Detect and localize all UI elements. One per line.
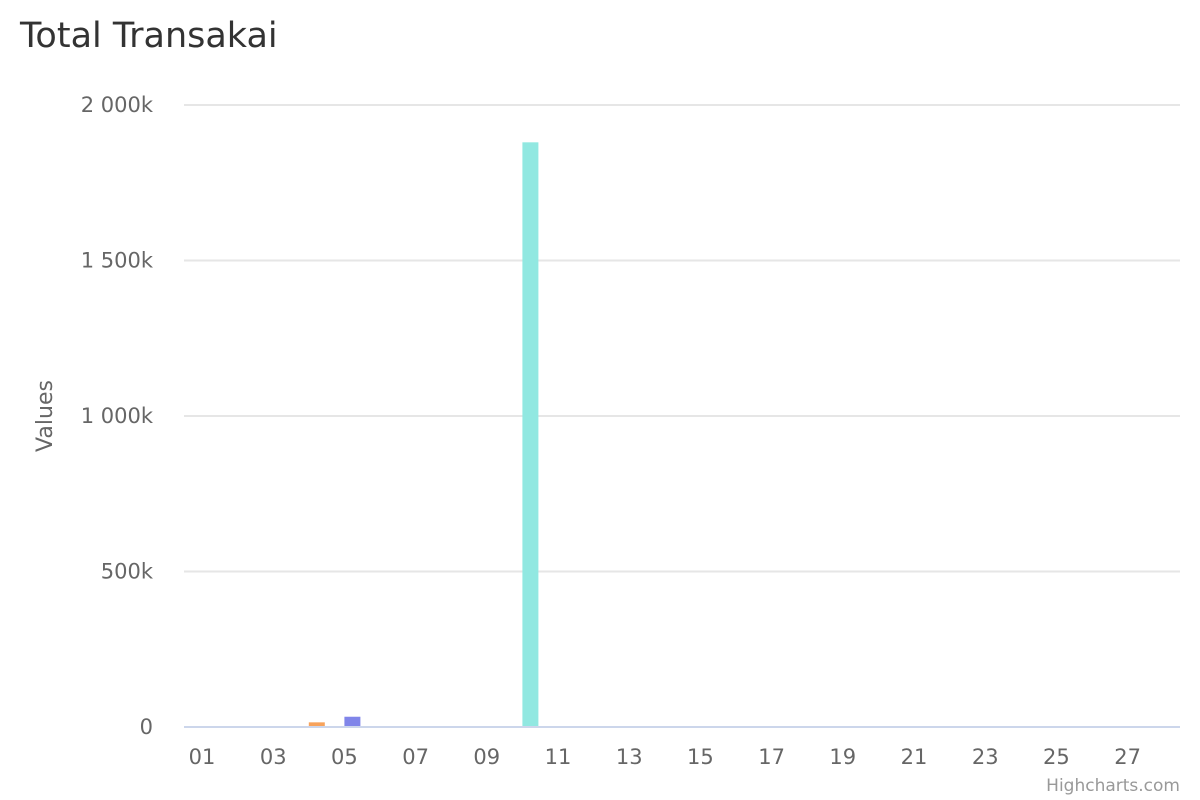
credits-link[interactable]: Highcharts.com xyxy=(1046,776,1180,796)
x-tick-label: 05 xyxy=(331,745,358,769)
x-tick-label: 19 xyxy=(829,745,856,769)
bar-05[interactable] xyxy=(344,716,361,727)
x-tick-label: 13 xyxy=(616,745,643,769)
x-tick-label: 17 xyxy=(758,745,785,769)
y-tick-label: 0 xyxy=(140,715,153,739)
gridlines xyxy=(184,104,1180,573)
bar-10[interactable] xyxy=(522,142,539,727)
y-axis-label: Values xyxy=(33,380,58,452)
y-tick-label: 2 000k xyxy=(81,93,154,117)
x-tick-label: 23 xyxy=(972,745,999,769)
y-tick-label: 1 500k xyxy=(81,249,154,273)
x-tick-label: 21 xyxy=(901,745,928,769)
x-tick-label: 27 xyxy=(1114,745,1141,769)
chart-title: Total Transakai xyxy=(19,16,278,56)
y-tick-label: 1 000k xyxy=(81,404,154,428)
x-tick-label: 15 xyxy=(687,745,714,769)
x-tick-label: 03 xyxy=(260,745,287,769)
bars xyxy=(308,142,539,727)
y-tick-label: 500k xyxy=(101,560,154,584)
x-tick-label: 11 xyxy=(545,745,572,769)
x-tick-label: 07 xyxy=(402,745,429,769)
x-tick-label: 09 xyxy=(473,745,500,769)
x-axis-ticks: 01 03 05 07 09 11 13 15 17 19 21 23 25 27 xyxy=(184,726,1180,769)
bar-04[interactable] xyxy=(308,722,325,727)
y-axis-ticks: 0 500k 1 000k 1 500k 2 000k xyxy=(81,93,154,739)
x-tick-label: 01 xyxy=(189,745,216,769)
x-tick-label: 25 xyxy=(1043,745,1070,769)
